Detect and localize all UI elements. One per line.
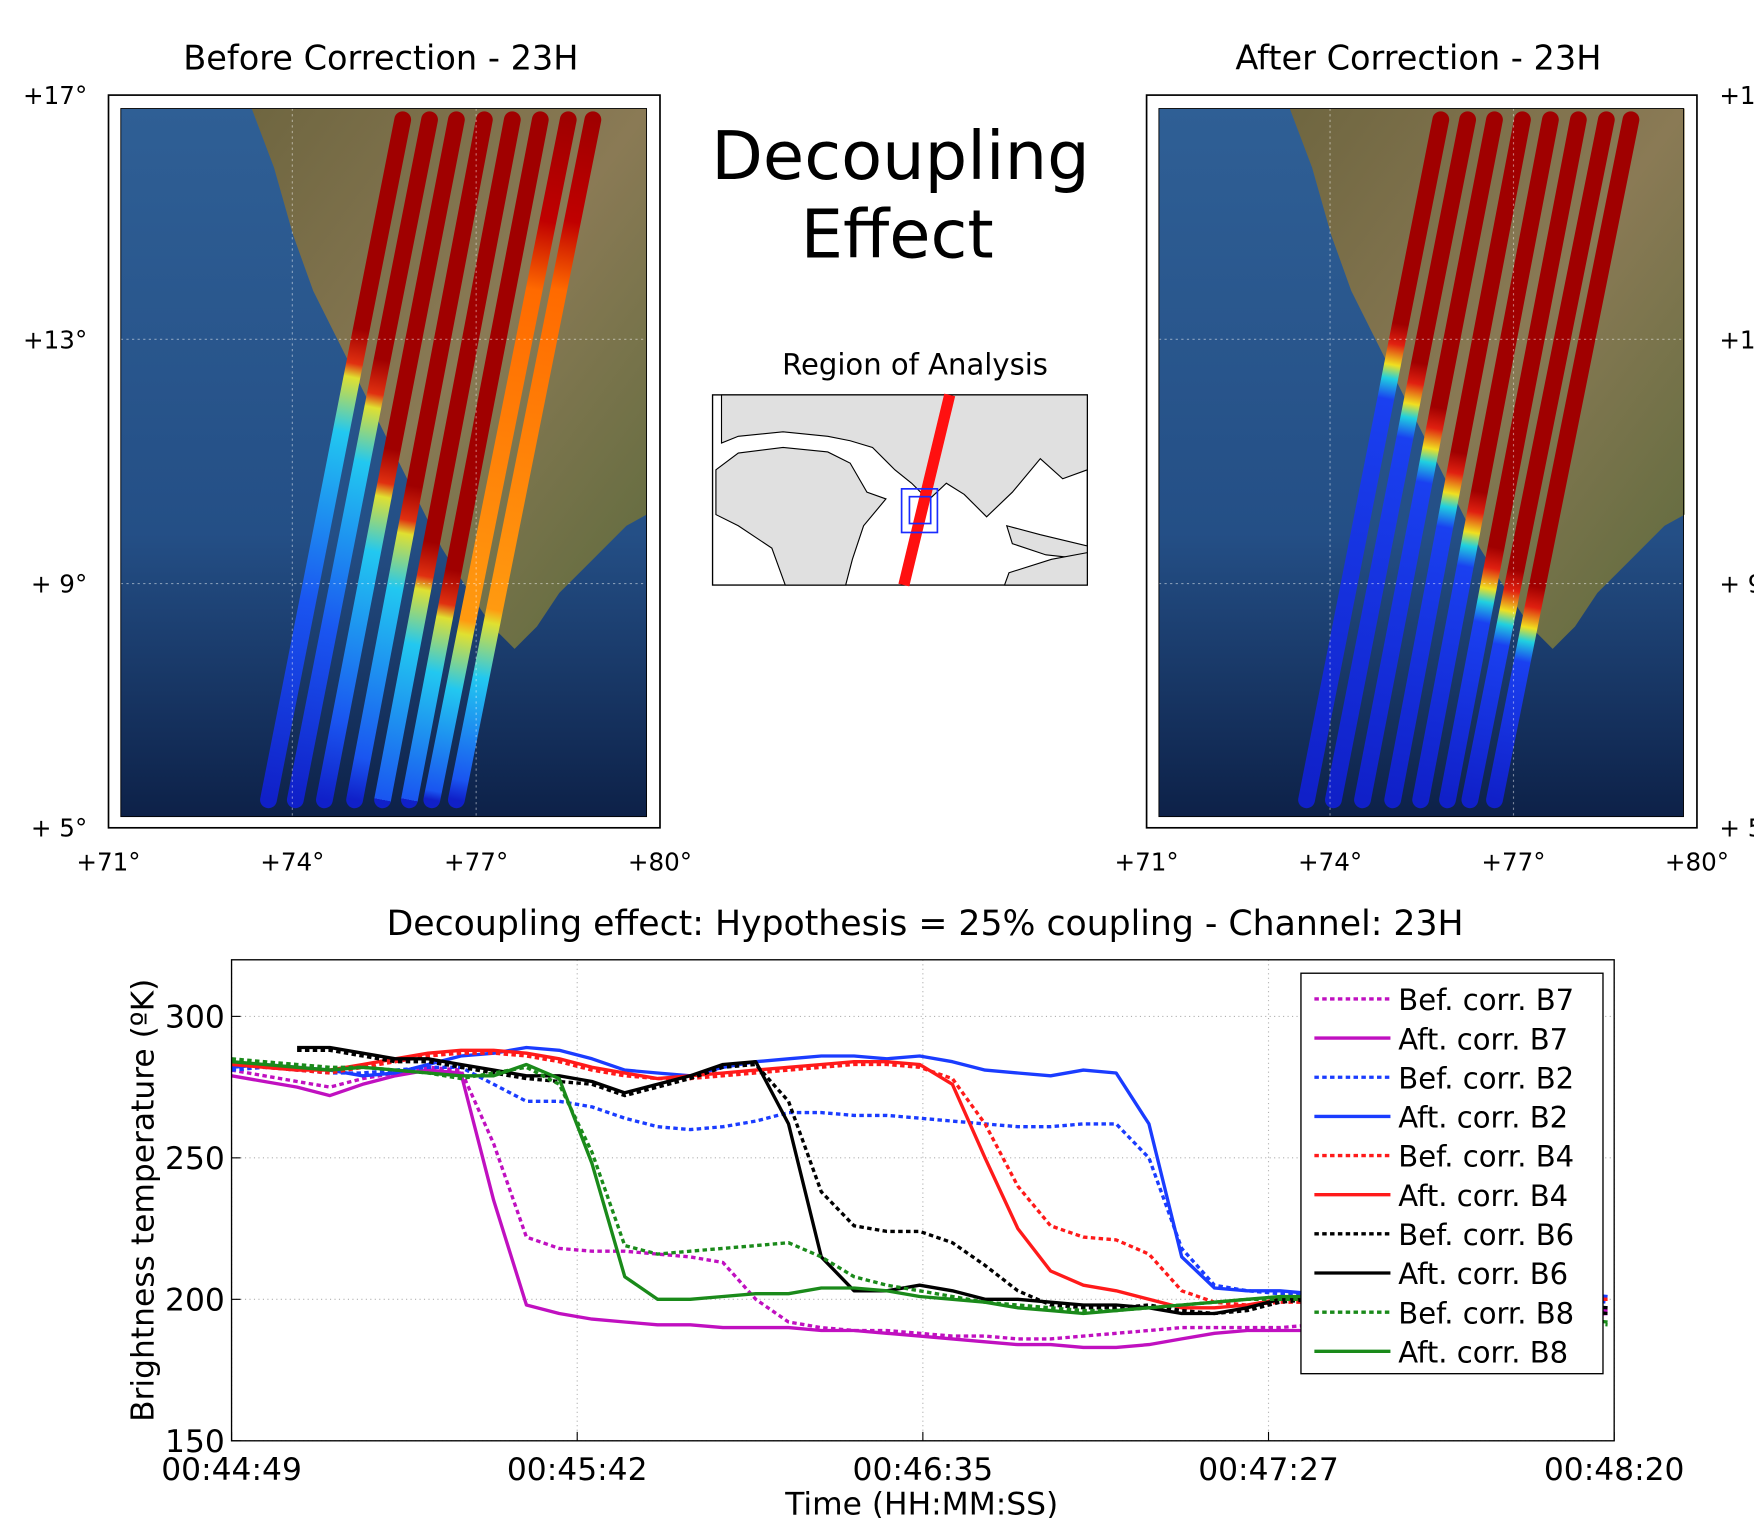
- y-tick-label: 300: [165, 1000, 225, 1036]
- legend-label: Bef. corr. B8: [1398, 1296, 1574, 1330]
- swath: [1298, 111, 1450, 809]
- swath: [1461, 111, 1615, 809]
- legend-label: Bef. corr. B6: [1398, 1218, 1574, 1252]
- x-tick-label: 00:48:20: [1544, 1452, 1685, 1488]
- y-tick-label: +13°: [23, 325, 87, 354]
- swath: [260, 111, 412, 809]
- legend-label: Aft. corr. B6: [1398, 1257, 1568, 1291]
- map-inner-frame: [1158, 108, 1684, 818]
- inset-land: [1003, 551, 1088, 586]
- swath: [401, 111, 549, 809]
- legend-label: Bef. corr. B4: [1398, 1140, 1574, 1174]
- legend-label: Aft. corr. B2: [1398, 1101, 1568, 1135]
- y-tick-label: +13°: [1719, 325, 1754, 354]
- y-axis-label: Brightness temperature (ºK): [125, 979, 161, 1422]
- y-tick-label: 150: [165, 1424, 225, 1460]
- legend-label: Aft. corr. B8: [1398, 1335, 1568, 1369]
- x-tick-label: 00:44:49: [161, 1452, 302, 1488]
- inset-map: [711, 393, 1088, 587]
- y-tick-label: 250: [165, 1141, 225, 1177]
- swath: [286, 111, 438, 809]
- map-title: Before Correction - 23H: [183, 38, 578, 77]
- x-tick-label: +80°: [628, 847, 692, 876]
- x-axis-label: Time (HH:MM:SS): [784, 1487, 1058, 1518]
- x-tick-label: +77°: [1481, 847, 1545, 876]
- swath: [1384, 111, 1531, 809]
- legend-label: Aft. corr. B4: [1398, 1179, 1568, 1213]
- swath: [423, 111, 577, 809]
- swath: [374, 111, 521, 809]
- y-tick-label: +17°: [23, 81, 87, 110]
- x-tick-label: 00:45:42: [507, 1452, 648, 1488]
- y-tick-label: + 5°: [31, 814, 87, 843]
- swath: [346, 111, 493, 809]
- x-tick-label: +71°: [1114, 847, 1178, 876]
- figure-title-line: Decoupling: [711, 117, 1089, 195]
- inset-land: [715, 446, 887, 586]
- y-tick-label: +17°: [1719, 81, 1754, 110]
- inset-region: [900, 488, 939, 534]
- series-line: [231, 1057, 1608, 1327]
- series-line: [297, 1048, 1608, 1316]
- legend-label: Aft. corr. B7: [1398, 1022, 1568, 1056]
- x-tick-label: +77°: [444, 847, 508, 876]
- x-tick-label: +74°: [1298, 847, 1362, 876]
- chart-title: Decoupling effect: Hypothesis = 25% coup…: [387, 904, 1464, 944]
- inset-swath: [898, 393, 956, 587]
- y-tick-label: + 9°: [1719, 570, 1754, 599]
- legend-box: [1300, 972, 1604, 1375]
- y-tick-label: 200: [165, 1283, 225, 1319]
- y-tick-label: + 9°: [31, 570, 87, 599]
- legend-label: Bef. corr. B2: [1398, 1061, 1574, 1095]
- x-tick-label: +80°: [1665, 847, 1729, 876]
- swath: [316, 111, 465, 809]
- map-title: After Correction - 23H: [1235, 38, 1601, 77]
- inset-region: [908, 495, 932, 525]
- swath: [1325, 111, 1477, 809]
- legend-label: Bef. corr. B7: [1398, 983, 1574, 1017]
- plot-frame: [230, 959, 1615, 1442]
- x-tick-label: +71°: [76, 847, 140, 876]
- map-inner-frame: [120, 108, 648, 818]
- x-tick-label: 00:46:35: [853, 1452, 994, 1488]
- swath: [448, 111, 602, 809]
- swath: [1486, 111, 1640, 809]
- figure-title-line: Effect: [801, 195, 994, 273]
- inset-title: Region of Analysis: [782, 348, 1048, 382]
- y-tick-label: + 5°: [1719, 814, 1754, 843]
- swath: [1412, 111, 1559, 809]
- x-tick-label: +74°: [260, 847, 324, 876]
- x-tick-label: 00:47:27: [1198, 1452, 1339, 1488]
- swath: [1354, 111, 1503, 809]
- swath: [1439, 111, 1587, 809]
